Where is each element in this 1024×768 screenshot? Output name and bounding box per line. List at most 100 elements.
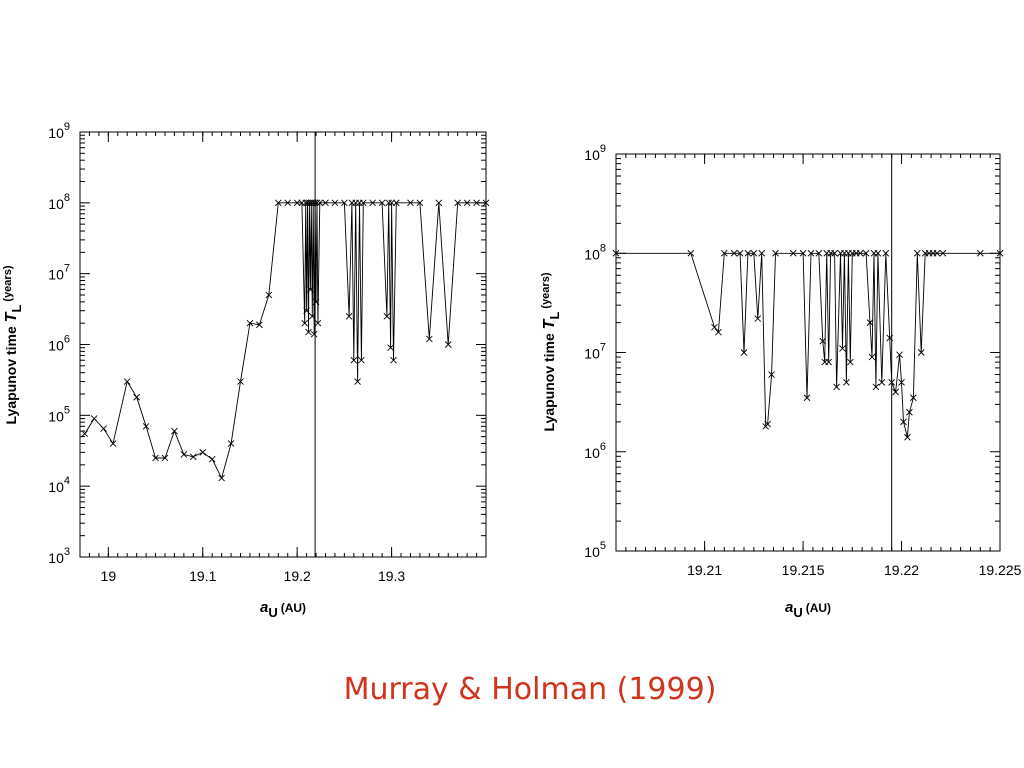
data-point-marker (878, 379, 886, 386)
data-point-marker (265, 291, 273, 299)
marker-stroke (910, 394, 917, 402)
marker-stroke (843, 379, 850, 386)
data-point-marker (856, 249, 864, 257)
x-tick-label: 19.21 (687, 562, 722, 578)
data-point-marker (123, 378, 131, 385)
x-tick-label: 19.3 (378, 568, 405, 584)
data-point-marker (322, 199, 329, 207)
data-point-marker (939, 249, 947, 257)
y-tick-label: 108 (48, 192, 70, 212)
data-point-marker (142, 422, 150, 430)
data-point-marker (917, 349, 925, 356)
marker-stroke (878, 379, 886, 386)
y-tick-label: 106 (584, 441, 606, 461)
marker-stroke (868, 353, 876, 361)
y-tick-exponent: 7 (64, 263, 70, 275)
data-point-marker (886, 334, 894, 342)
y-tick-label: 108 (584, 242, 606, 262)
data-point-marker (237, 378, 244, 385)
y-tick-exponent: 9 (600, 143, 606, 155)
y-tick-label: 105 (48, 404, 70, 424)
data-point-marker (435, 199, 443, 207)
y-tick-label: 109 (48, 121, 70, 141)
series-line (84, 202, 486, 480)
data-point-marker (331, 199, 339, 207)
data-point-marker (910, 394, 917, 402)
data-point-marker (246, 319, 254, 327)
marker-stroke (218, 474, 225, 482)
y-tick-exponent: 4 (64, 475, 70, 487)
data-point-marker (933, 249, 941, 257)
y-tick-exponent: 6 (600, 441, 606, 453)
data-point-marker (416, 199, 424, 207)
data-point-marker (314, 319, 322, 327)
marker-stroke (416, 199, 424, 207)
data-point-marker (874, 249, 882, 257)
marker-stroke (246, 319, 254, 327)
marker-stroke (392, 199, 400, 207)
data-point-marker (387, 344, 394, 352)
marker-stroke (730, 249, 738, 257)
y-tick-exponent: 3 (64, 546, 70, 558)
x-axis-subscript: U (268, 605, 277, 620)
marker-stroke (341, 199, 348, 207)
y-axis-unit: (years) (540, 272, 552, 308)
data-point-marker (715, 328, 722, 336)
chart-panel-1: 103 104 105 106 107 108 109 19 19.1 19.2 19.3 aU (AU… (2, 121, 490, 620)
data-point-marker (906, 408, 913, 416)
data-point-marker (843, 379, 850, 386)
marker-stroke (199, 449, 207, 456)
y-tick-exponent: 7 (600, 342, 606, 354)
marker-stroke (237, 378, 244, 385)
marker-stroke (316, 199, 324, 207)
marker-stroke (142, 422, 150, 430)
marker-stroke (284, 199, 292, 207)
marker-stroke (831, 249, 838, 257)
data-point-marker (345, 312, 353, 320)
x-tick-label: 19.225 (979, 562, 1022, 578)
marker-stroke (862, 249, 870, 257)
data-point-marker (316, 199, 324, 207)
marker-stroke (711, 323, 718, 331)
marker-stroke (312, 298, 320, 306)
marker-stroke (454, 199, 461, 207)
data-point-marker (426, 335, 433, 343)
marker-stroke (383, 312, 391, 320)
marker-stroke (90, 415, 98, 422)
marker-stroke (354, 378, 361, 385)
data-point-marker (305, 328, 312, 336)
data-point-marker (750, 249, 758, 257)
data-point-marker (133, 393, 140, 401)
marker-stroke (350, 356, 358, 364)
marker-stroke (310, 330, 318, 338)
marker-stroke (274, 199, 282, 207)
x-axis-variable: a (785, 599, 793, 616)
data-point-marker (378, 199, 386, 207)
x-axis-label: aU (AU) (260, 599, 306, 620)
marker-stroke (444, 341, 452, 348)
data-point-marker (161, 454, 169, 462)
marker-stroke (133, 393, 140, 401)
marker-stroke (227, 440, 235, 447)
marker-stroke (189, 453, 197, 461)
data-point-marker (758, 249, 766, 257)
data-point-marker (313, 199, 321, 207)
series-line (616, 252, 1000, 438)
data-point-marker (383, 312, 391, 320)
marker-stroke (807, 249, 815, 257)
data-point-marker (180, 451, 188, 458)
marker-stroke (904, 433, 911, 441)
marker-stroke (345, 312, 353, 320)
x-axis-variable: a (260, 599, 268, 616)
data-point-marker (189, 453, 197, 461)
y-tick-exponent: 6 (64, 334, 70, 346)
data-point-marker (199, 449, 207, 456)
data-point-marker (274, 199, 282, 207)
marker-stroke (331, 199, 339, 207)
data-point-marker (388, 199, 395, 207)
data-point-marker (862, 249, 870, 257)
y-axis-subscript: L (9, 305, 24, 313)
data-point-marker (768, 371, 775, 378)
marker-stroke (152, 454, 159, 462)
y-tick-exponent: 9 (64, 121, 70, 133)
